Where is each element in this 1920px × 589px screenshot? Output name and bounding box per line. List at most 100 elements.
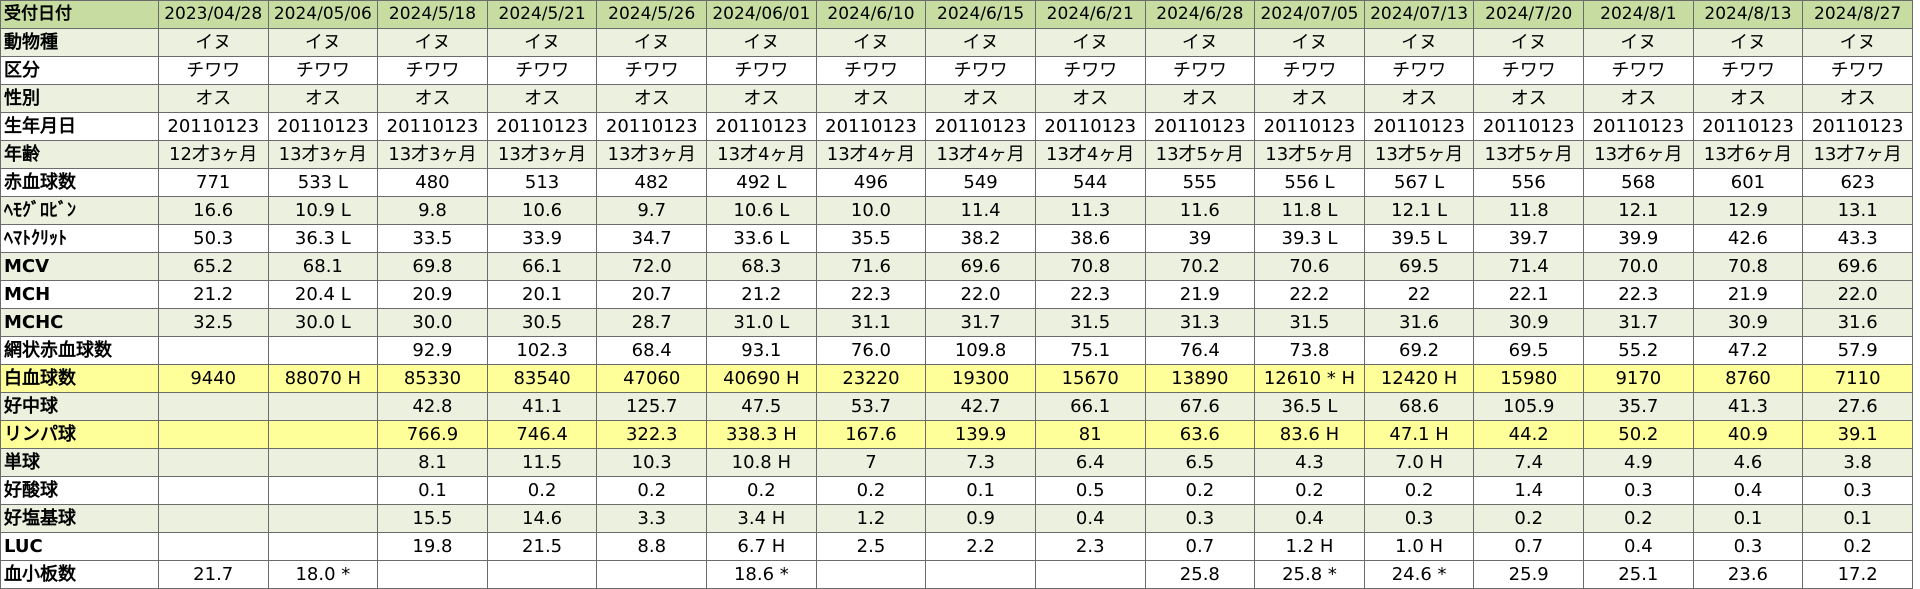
date-header-cell[interactable]: 2024/5/26 xyxy=(596,0,708,29)
table-cell[interactable]: 2.2 xyxy=(925,532,1036,561)
table-cell[interactable]: 47.2 xyxy=(1692,336,1804,365)
table-cell[interactable]: 22.2 xyxy=(1254,280,1365,309)
date-header-cell[interactable]: 2024/8/1 xyxy=(1583,0,1694,29)
table-cell[interactable]: 0.1 xyxy=(1802,504,1913,533)
table-cell[interactable]: 69.8 xyxy=(377,252,488,281)
table-cell[interactable]: 21.5 xyxy=(486,532,598,561)
table-cell[interactable]: チワワ xyxy=(1473,56,1585,85)
table-cell[interactable]: 12.9 xyxy=(1692,196,1804,225)
table-cell[interactable]: 68.4 xyxy=(596,336,708,365)
table-cell[interactable]: 33.6 L xyxy=(706,224,817,253)
table-cell[interactable]: オス xyxy=(267,84,379,113)
table-cell[interactable]: 20110123 xyxy=(815,112,927,141)
table-cell[interactable]: 11.8 xyxy=(1473,196,1585,225)
table-cell[interactable]: イヌ xyxy=(925,28,1036,57)
table-cell[interactable] xyxy=(815,560,927,589)
table-cell[interactable]: 4.6 xyxy=(1692,448,1804,477)
date-header-cell[interactable]: 2024/5/21 xyxy=(486,0,598,29)
table-cell[interactable]: 39.9 xyxy=(1583,224,1694,253)
table-cell[interactable] xyxy=(267,420,379,449)
table-cell[interactable]: 19300 xyxy=(925,364,1036,393)
table-cell[interactable]: 16.6 xyxy=(157,196,269,225)
table-cell[interactable]: オス xyxy=(815,84,927,113)
table-cell[interactable]: 22.0 xyxy=(1802,280,1913,309)
table-cell[interactable]: チワワ xyxy=(1144,56,1256,85)
table-cell[interactable]: 41.1 xyxy=(486,392,598,421)
table-cell[interactable]: 18.0 * xyxy=(267,560,379,589)
table-cell[interactable]: 69.6 xyxy=(1802,252,1913,281)
table-cell[interactable] xyxy=(157,532,269,561)
table-cell[interactable]: 70.0 xyxy=(1583,252,1694,281)
table-cell[interactable]: チワワ xyxy=(1363,56,1475,85)
table-cell[interactable]: オス xyxy=(157,84,269,113)
table-cell[interactable] xyxy=(157,420,269,449)
table-cell[interactable]: 322.3 xyxy=(596,420,708,449)
date-header-cell[interactable]: 2023/04/28 xyxy=(157,0,269,29)
table-cell[interactable]: 20110123 xyxy=(157,112,269,141)
table-cell[interactable]: 10.6 L xyxy=(706,196,817,225)
table-cell[interactable]: 12才3ヶ月 xyxy=(157,140,269,169)
table-cell[interactable]: チワワ xyxy=(157,56,269,85)
table-cell[interactable]: 3.4 H xyxy=(706,504,817,533)
table-cell[interactable]: 533 L xyxy=(267,168,379,197)
row-label-cell[interactable]: 赤血球数 xyxy=(0,168,159,197)
date-header-cell[interactable]: 2024/5/18 xyxy=(377,0,488,29)
row-label-cell[interactable]: 好酸球 xyxy=(0,476,159,505)
table-cell[interactable]: オス xyxy=(1034,84,1146,113)
table-cell[interactable]: 556 L xyxy=(1254,168,1365,197)
table-cell[interactable]: 601 xyxy=(1692,168,1804,197)
table-cell[interactable]: イヌ xyxy=(1034,28,1146,57)
table-cell[interactable]: 11.4 xyxy=(925,196,1036,225)
row-label-cell[interactable]: 単球 xyxy=(0,448,159,477)
table-cell[interactable]: 13.1 xyxy=(1802,196,1913,225)
table-cell[interactable]: イヌ xyxy=(596,28,708,57)
table-cell[interactable]: 39 xyxy=(1144,224,1256,253)
table-cell[interactable] xyxy=(267,476,379,505)
table-cell[interactable]: 21.9 xyxy=(1692,280,1804,309)
table-cell[interactable]: 30.9 xyxy=(1692,308,1804,337)
table-cell[interactable]: 25.9 xyxy=(1473,560,1585,589)
table-cell[interactable]: 20110123 xyxy=(1802,112,1913,141)
table-cell[interactable]: 7.3 xyxy=(925,448,1036,477)
table-cell[interactable]: 10.6 xyxy=(486,196,598,225)
table-cell[interactable]: 13才5ヶ月 xyxy=(1363,140,1475,169)
table-cell[interactable]: オス xyxy=(1692,84,1804,113)
table-cell[interactable]: 31.7 xyxy=(925,308,1036,337)
table-cell[interactable]: 21.7 xyxy=(157,560,269,589)
table-cell[interactable]: 42.8 xyxy=(377,392,488,421)
table-cell[interactable]: 0.2 xyxy=(1254,476,1365,505)
table-cell[interactable]: 75.1 xyxy=(1034,336,1146,365)
table-cell[interactable]: 50.3 xyxy=(157,224,269,253)
table-cell[interactable]: イヌ xyxy=(267,28,379,57)
table-cell[interactable]: イヌ xyxy=(377,28,488,57)
table-cell[interactable]: 0.3 xyxy=(1363,504,1475,533)
table-cell[interactable]: 1.2 xyxy=(815,504,927,533)
table-cell[interactable]: イヌ xyxy=(1363,28,1475,57)
table-cell[interactable]: 13才7ヶ月 xyxy=(1802,140,1913,169)
table-cell[interactable]: 42.7 xyxy=(925,392,1036,421)
table-cell[interactable]: 9.8 xyxy=(377,196,488,225)
table-cell[interactable]: 6.7 H xyxy=(706,532,817,561)
table-cell[interactable]: チワワ xyxy=(706,56,817,85)
table-cell[interactable]: 92.9 xyxy=(377,336,488,365)
table-cell[interactable]: 47.5 xyxy=(706,392,817,421)
table-cell[interactable]: チワワ xyxy=(596,56,708,85)
table-cell[interactable]: 20.1 xyxy=(486,280,598,309)
table-cell[interactable]: 4.3 xyxy=(1254,448,1365,477)
table-cell[interactable]: 13才4ヶ月 xyxy=(706,140,817,169)
table-cell[interactable]: 567 L xyxy=(1363,168,1475,197)
table-cell[interactable]: 20110123 xyxy=(1692,112,1804,141)
table-cell[interactable]: 31.1 xyxy=(815,308,927,337)
table-cell[interactable]: 30.0 xyxy=(377,308,488,337)
table-cell[interactable]: 68.3 xyxy=(706,252,817,281)
table-cell[interactable]: 15670 xyxy=(1034,364,1146,393)
table-cell[interactable]: 4.9 xyxy=(1583,448,1694,477)
table-cell[interactable]: 1.2 H xyxy=(1254,532,1365,561)
table-cell[interactable]: 20110123 xyxy=(1363,112,1475,141)
table-cell[interactable]: 0.4 xyxy=(1254,504,1365,533)
table-cell[interactable]: 13才3ヶ月 xyxy=(596,140,708,169)
table-cell[interactable]: 623 xyxy=(1802,168,1913,197)
table-cell[interactable]: 31.6 xyxy=(1363,308,1475,337)
table-cell[interactable]: 766.9 xyxy=(377,420,488,449)
table-cell[interactable]: 20.9 xyxy=(377,280,488,309)
